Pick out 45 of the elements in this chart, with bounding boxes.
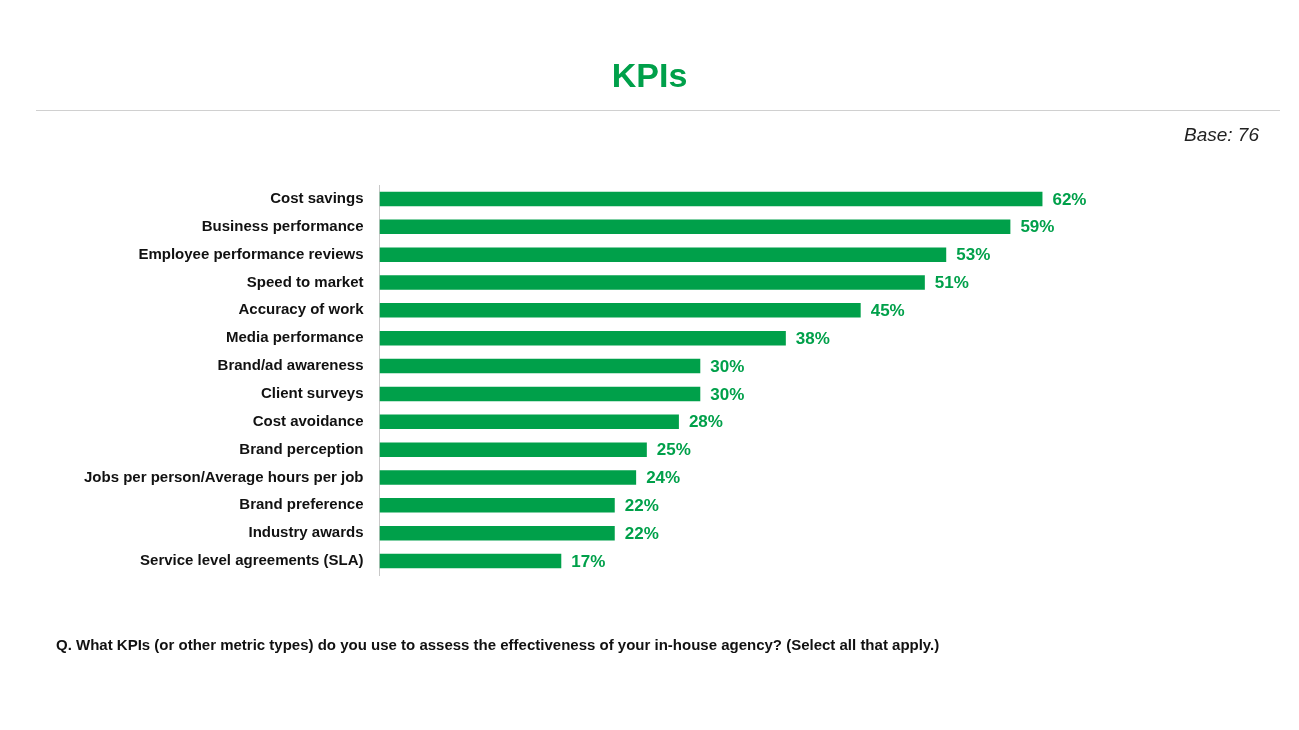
y-tick-label: Accuracy of work bbox=[238, 300, 365, 318]
data-label: 22% bbox=[624, 523, 659, 543]
y-tick-label: Business performance bbox=[201, 216, 364, 234]
y-tick-label: Employee performance reviews bbox=[138, 244, 364, 262]
data-label: 53% bbox=[956, 245, 991, 265]
data-label: 25% bbox=[656, 440, 691, 460]
y-tick-label: Brand perception bbox=[239, 439, 364, 457]
bar bbox=[379, 330, 786, 346]
text: Base: 76 bbox=[1184, 124, 1259, 146]
bar bbox=[379, 414, 679, 430]
bar bbox=[379, 553, 562, 569]
y-tick-label: Cost avoidance bbox=[252, 411, 364, 429]
data-label: 30% bbox=[710, 384, 745, 404]
data-label: 30% bbox=[710, 356, 745, 376]
bar bbox=[379, 386, 701, 402]
data-label: 28% bbox=[688, 412, 723, 432]
y-tick-label: Cost savings bbox=[270, 189, 364, 207]
bar bbox=[379, 525, 615, 541]
data-label: 62% bbox=[1052, 189, 1087, 209]
data-label: 24% bbox=[646, 468, 681, 488]
bar bbox=[379, 247, 947, 262]
y-tick-label: Media performance bbox=[225, 328, 364, 346]
bar bbox=[379, 442, 647, 457]
y-tick-label: Industry awards bbox=[248, 523, 364, 541]
data-label: 45% bbox=[870, 301, 905, 321]
y-tick-label: Speed to market bbox=[246, 272, 364, 290]
y-tick-label: Client surveys bbox=[260, 384, 364, 402]
y-tick-label: Jobs per person/Average hours per job bbox=[84, 467, 364, 485]
bar bbox=[379, 191, 1043, 207]
text: Q. What KPIs (or other metric types) do you use to assess the effectiveness of your in-house agency? (Select all that apply.) bbox=[56, 636, 940, 653]
chart-title: KPIs bbox=[610, 56, 689, 95]
y-tick-label: Service level agreements (SLA) bbox=[140, 551, 364, 569]
bar bbox=[379, 219, 1011, 235]
data-label: 51% bbox=[934, 273, 969, 293]
bar bbox=[379, 470, 637, 485]
bar bbox=[379, 358, 701, 374]
bar bbox=[379, 498, 615, 513]
bar bbox=[379, 303, 861, 318]
data-label: 22% bbox=[624, 496, 659, 516]
data-label: 59% bbox=[1020, 217, 1055, 237]
data-label: 38% bbox=[795, 328, 830, 348]
data-label: 17% bbox=[571, 551, 606, 571]
y-tick-label: Brand preference bbox=[239, 495, 364, 513]
y-tick-label: Brand/ad awareness bbox=[217, 356, 364, 374]
bar bbox=[379, 275, 925, 290]
